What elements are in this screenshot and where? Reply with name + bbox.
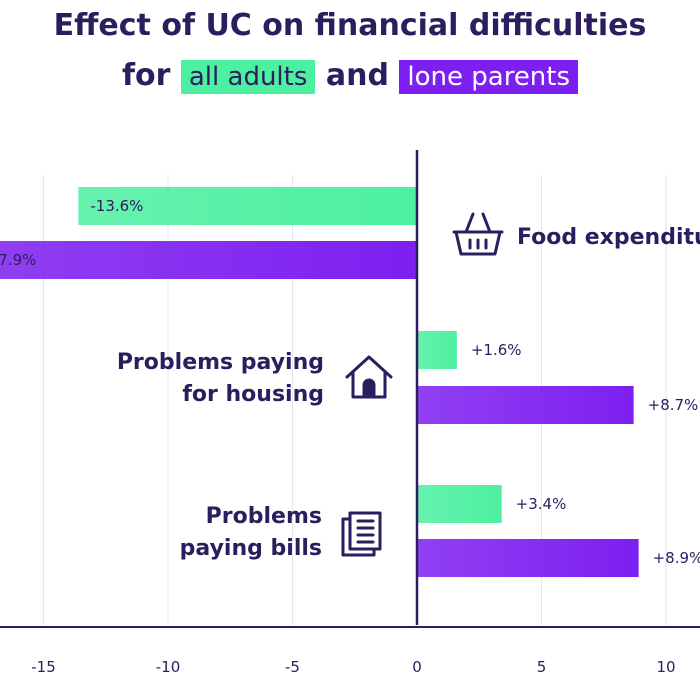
data-label: +3.4% — [516, 495, 567, 513]
data-label: +8.9% — [653, 549, 700, 567]
x-tick-label: 0 — [412, 658, 422, 676]
x-tick-label: -10 — [156, 658, 181, 676]
data-label: -13.6% — [90, 197, 143, 215]
basket-icon — [452, 212, 504, 256]
bar — [0, 241, 417, 279]
legend-lone-parents: lone parents — [399, 59, 579, 94]
category-label: Problems paying for housing — [117, 350, 324, 407]
title-and: and — [325, 58, 389, 93]
house-icon — [345, 355, 393, 399]
data-label: -17.9% — [0, 251, 36, 269]
x-tick-label: 10 — [656, 658, 675, 676]
bar — [78, 187, 418, 225]
chart-title-line1: Effect of UC on financial difficulties — [53, 8, 647, 43]
x-tick-label: -15 — [31, 658, 56, 676]
bar — [417, 539, 639, 577]
title-for: for — [121, 58, 171, 93]
category-label: Food expenditure — [517, 225, 700, 250]
bar — [417, 485, 502, 523]
legend-all-adults: all adults — [180, 59, 316, 94]
x-tick-label: 5 — [537, 658, 547, 676]
data-label: +1.6% — [471, 341, 522, 359]
bar — [417, 331, 457, 369]
bills-icon — [341, 511, 382, 557]
category-label: Problems paying bills — [180, 504, 322, 561]
bar — [417, 386, 634, 424]
chart-title-line2: for all adults and lone parents — [0, 58, 700, 94]
x-tick-label: -5 — [285, 658, 300, 676]
data-label: +8.7% — [648, 396, 699, 414]
